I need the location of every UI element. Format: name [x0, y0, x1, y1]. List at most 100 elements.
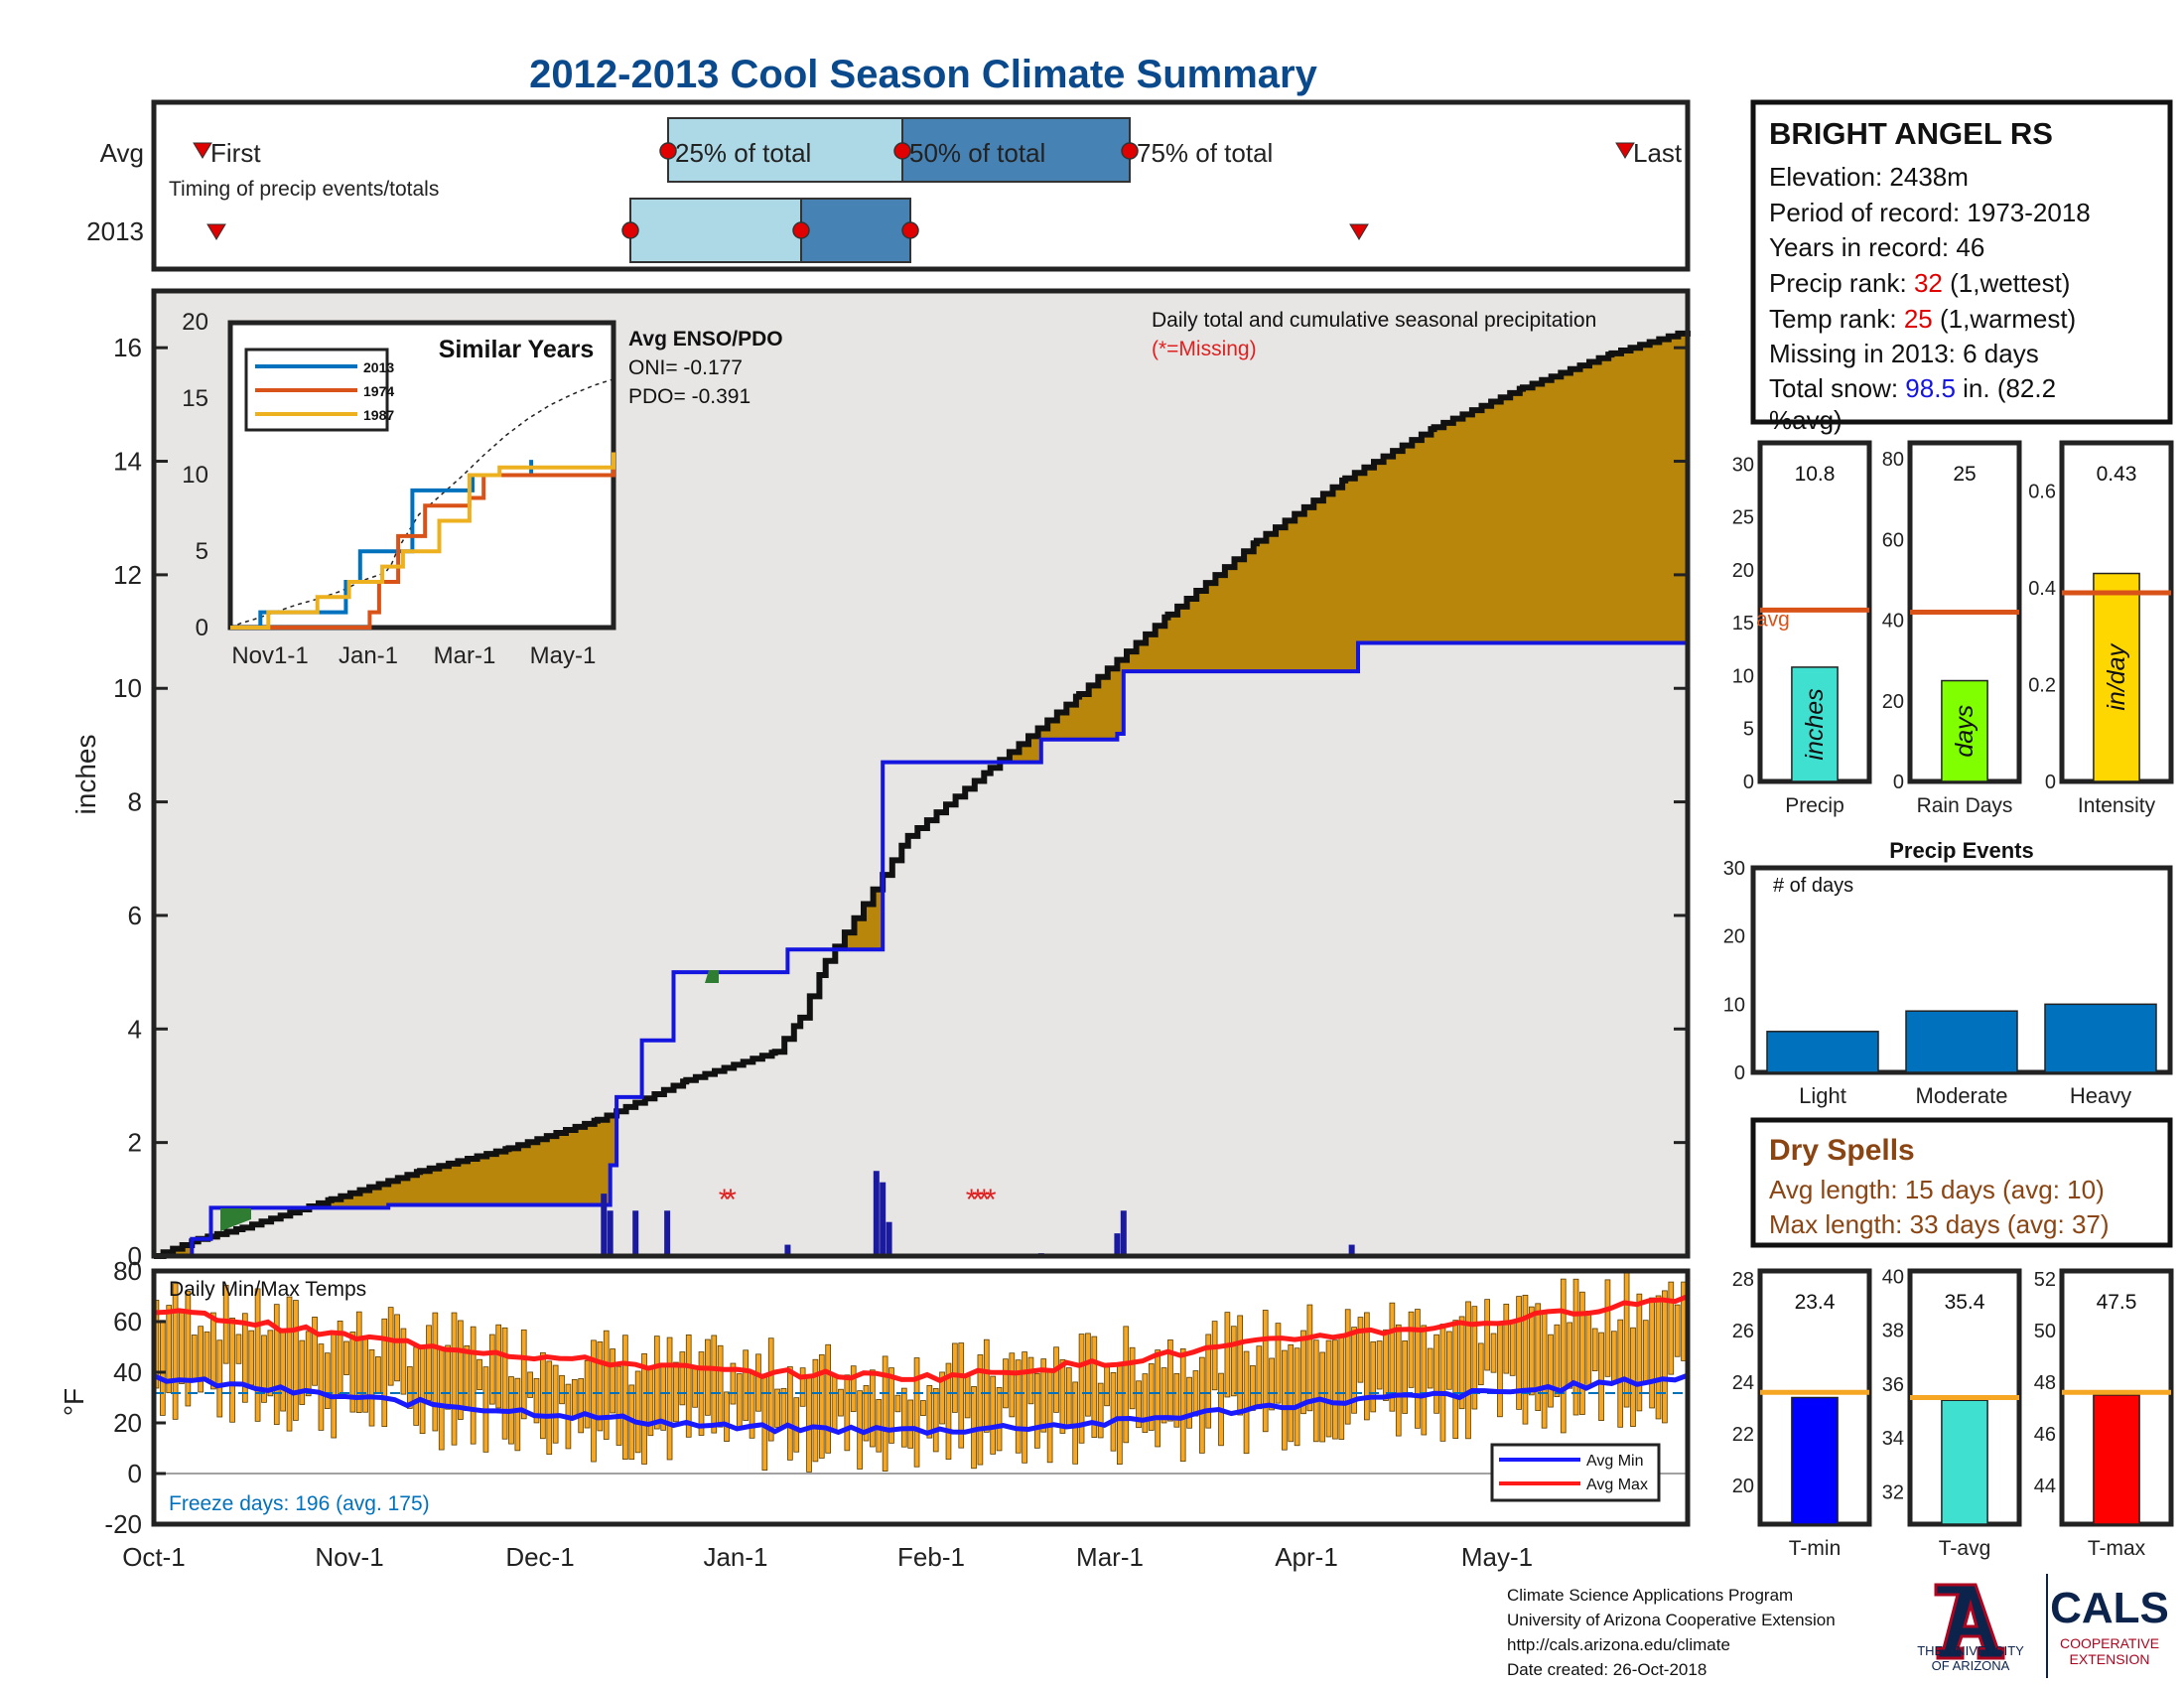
- temp-bar-203: [1439, 1324, 1446, 1442]
- missing-marker-0: *: [719, 1184, 731, 1216]
- dry-spells-avg: Avg length: 15 days (avg: 10): [1769, 1175, 2105, 1204]
- temp-summary-ytick-0-0: 20: [1732, 1476, 1754, 1497]
- y2013-p75-marker: [901, 221, 919, 239]
- temp-bar-27: [324, 1352, 331, 1410]
- temp-bar-142: [1053, 1346, 1059, 1413]
- temp-bar-101: [793, 1397, 800, 1453]
- temp-bar-208: [1471, 1306, 1478, 1410]
- temp-bar-115: [882, 1355, 888, 1472]
- events-cat-moderate: Moderate: [1916, 1083, 2008, 1108]
- snow-prefix: Total snow:: [1769, 373, 1905, 403]
- temp-bar-103: [806, 1375, 812, 1473]
- temp-bar-207: [1465, 1301, 1471, 1440]
- dry-spells-panel: Dry Spells Avg length: 15 days (avg: 10)…: [1750, 1117, 2173, 1248]
- temp-bar-71: [603, 1330, 610, 1440]
- temp-bar-143: [1059, 1359, 1066, 1434]
- temp-bar-132: [990, 1375, 997, 1455]
- main-y-axis: 0 2 4 6 8 10 12 14 16: [113, 333, 1688, 1271]
- temp-bar-12: [229, 1318, 235, 1423]
- temp-bar-122: [926, 1384, 933, 1439]
- snow-suffix: in. (82.2: [1956, 373, 2056, 403]
- station-snow: Total snow: 98.5 in. (82.2: [1769, 373, 2056, 403]
- summary-ytick-0-5: 25: [1732, 507, 1754, 529]
- temp-bar-26: [318, 1343, 325, 1431]
- temp-bar-87: [705, 1338, 711, 1416]
- events-bar-1: [1905, 1010, 2018, 1073]
- temp-bar-81: [666, 1336, 673, 1461]
- temp-bar-133: [996, 1386, 1003, 1452]
- temp-summary-ytick-1-2: 36: [1882, 1374, 1904, 1396]
- temp-bar-157: [1148, 1363, 1155, 1431]
- temp-bar-199: [1415, 1309, 1421, 1429]
- station-name: BRIGHT ANGEL RS: [1769, 116, 2053, 151]
- temp-bar-190: [1357, 1317, 1364, 1383]
- temp-bar-5: [185, 1291, 192, 1407]
- temp-bar-54: [495, 1324, 502, 1409]
- temp-bar-74: [622, 1335, 628, 1461]
- footer-line1: Climate Science Applications Program: [1507, 1586, 1793, 1605]
- temp-bar-192: [1370, 1340, 1377, 1413]
- temp-ytick-label-60: 60: [113, 1307, 142, 1336]
- temp-bar-235: [1642, 1320, 1649, 1384]
- temp-summary-value-label-2: 47.5: [2097, 1291, 2137, 1314]
- station-years: Years in record: 46: [1769, 232, 1984, 262]
- temp-bar-28: [331, 1334, 338, 1439]
- temp-ytick-label--20: -20: [104, 1509, 142, 1539]
- y2013-box-50-75: [800, 198, 911, 263]
- temp-bar-200: [1421, 1325, 1428, 1436]
- month-label-apr: Apr-1: [1275, 1542, 1338, 1572]
- inset-ytick-10: 10: [182, 462, 208, 489]
- avg-p50-marker: [893, 142, 911, 160]
- pdo-value: PDO= -0.391: [628, 385, 751, 408]
- temp-bar-77: [641, 1352, 647, 1465]
- temp-bar-46: [445, 1344, 451, 1410]
- temp-title: Daily Min/Max Temps: [169, 1278, 366, 1301]
- temp-ytick-label-40: 40: [113, 1357, 142, 1387]
- summary-ytick-0-4: 20: [1732, 560, 1754, 582]
- temp-bar-123: [932, 1388, 939, 1453]
- temp-summary-ytick-1-4: 40: [1882, 1266, 1904, 1288]
- temp-bar-68: [584, 1359, 591, 1429]
- temp-bar-37: [387, 1307, 394, 1386]
- temp-bar-59: [527, 1371, 533, 1398]
- enso-title: Avg ENSO/PDO: [628, 328, 783, 351]
- temp-bar-9: [210, 1312, 216, 1390]
- inset-xtick-mar: Mar-1: [434, 642, 496, 669]
- summary-ytick-1-4: 80: [1882, 449, 1904, 471]
- y2013-first-marker: [206, 223, 226, 240]
- temp-summary-panel-0: 20 22 24 26 28 23.4 T-min: [1732, 1268, 1872, 1560]
- footer-line3: http://cals.arizona.edu/climate: [1507, 1635, 1730, 1654]
- month-label-oct: Oct-1: [122, 1542, 186, 1572]
- temp-bar-10: [216, 1339, 223, 1418]
- precip-events-panel: Precip Events # of days 0 10 20 30 Light Mo…: [1723, 838, 2173, 1108]
- dry-spells-max: Max length: 33 days (avg: 37): [1769, 1209, 2110, 1239]
- summary-value-label-1: 25: [1953, 463, 1976, 486]
- temp-bar-225: [1579, 1291, 1585, 1415]
- temp-ytick-label-80: 80: [113, 1256, 142, 1286]
- temp-summary-panel-2: 44 46 48 50 52 47.5 T-max: [2034, 1268, 2174, 1560]
- temp-bar-118: [900, 1387, 907, 1448]
- events-ytick-10: 10: [1723, 994, 1745, 1016]
- temp-bar-41: [413, 1346, 420, 1426]
- avg-max-line: [153, 1294, 1689, 1384]
- temp-bar-150: [1104, 1366, 1110, 1407]
- summary-bar-text-1: days: [1951, 705, 1979, 758]
- temp-summary-ytick-0-2: 24: [1732, 1372, 1754, 1394]
- summary-ytick-1-2: 40: [1882, 611, 1904, 633]
- inset-ytick-5: 5: [196, 538, 208, 565]
- temp-bar-7: [198, 1326, 204, 1393]
- temp-bar-141: [1046, 1368, 1053, 1464]
- dry-spells-title: Dry Spells: [1769, 1134, 1915, 1167]
- temp-bar-43: [426, 1325, 432, 1401]
- temp-bar-224: [1572, 1278, 1579, 1416]
- summary-label-2: Intensity: [2078, 794, 2156, 817]
- temp-bar-165: [1199, 1356, 1205, 1454]
- y2013-p50-marker: [792, 221, 810, 239]
- daily-precip-bar-1: [607, 1210, 614, 1256]
- inset-line-1974: [230, 460, 615, 630]
- summary-label-0: Precip: [1785, 794, 1844, 817]
- summary-bar-0: [1791, 666, 1839, 782]
- temp-bar-220: [1548, 1334, 1554, 1408]
- missing-day-markers: ** ****: [719, 1184, 997, 1216]
- temp-bar-221: [1554, 1324, 1561, 1398]
